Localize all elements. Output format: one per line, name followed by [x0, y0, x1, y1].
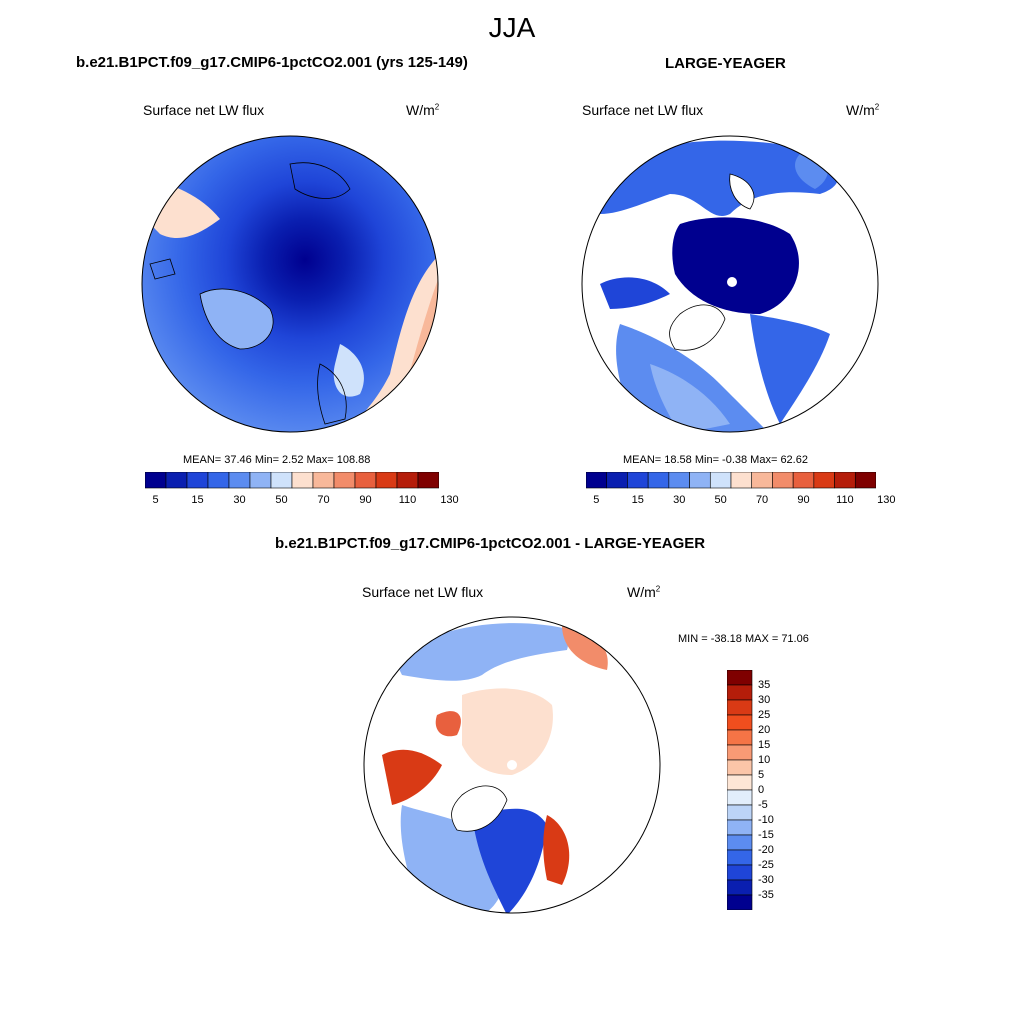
colorbar-label: 110	[398, 494, 417, 506]
colorbar-box	[689, 472, 711, 489]
panel-1-variable: Surface net LW flux	[143, 102, 265, 118]
colorbar-label: 30	[673, 494, 686, 506]
colorbar-label: 10	[758, 754, 771, 766]
colorbar-box	[727, 729, 753, 746]
colorbar-box	[727, 819, 753, 836]
colorbar-box	[727, 804, 753, 821]
colorbar-box	[312, 472, 335, 489]
colorbar-box	[730, 472, 753, 489]
colorbar-label: 15	[191, 494, 204, 506]
colorbar-box	[792, 472, 815, 489]
colorbar-box	[751, 472, 773, 489]
colorbar-label: 15	[758, 739, 771, 751]
panel-3-colorbar-labels: 35 30 25 20 15 10 5 0 -5 -10 -15 -20 -25 -30 -35	[758, 670, 798, 910]
colorbar-box	[727, 714, 753, 731]
colorbar-box	[228, 472, 251, 489]
panel-2-colorbar-labels: 5 15 30 50 70 90 110 130	[586, 494, 895, 508]
colorbar-label: 130	[877, 494, 896, 506]
panel-2-variable: Surface net LW flux	[582, 102, 704, 118]
colorbar-box	[647, 472, 670, 489]
colorbar-box	[727, 744, 753, 761]
colorbar-label: 25	[758, 709, 771, 721]
panel-1-units: W/m2	[406, 102, 440, 118]
colorbar-label: 30	[233, 494, 246, 506]
colorbar-box	[727, 849, 753, 866]
colorbar-label: 50	[714, 494, 727, 506]
colorbar-box	[709, 472, 732, 489]
colorbar-label: 0	[758, 784, 765, 796]
colorbar-box	[727, 894, 753, 910]
colorbar-box	[354, 472, 377, 489]
colorbar-box	[834, 472, 856, 489]
panel-1-map	[141, 135, 439, 433]
colorbar-box	[727, 879, 753, 896]
colorbar-box	[375, 472, 398, 489]
colorbar-box	[333, 472, 356, 489]
panel-3-colorbar	[727, 670, 753, 910]
panel-2-title: LARGE-YEAGER	[665, 55, 786, 72]
colorbar-label: 30	[758, 694, 771, 706]
colorbar-box	[727, 774, 753, 791]
colorbar-box	[186, 472, 209, 489]
colorbar-label: 90	[359, 494, 372, 506]
panel-1-stats: MEAN= 37.46 Min= 2.52 Max= 108.88	[183, 454, 371, 466]
colorbar-label: 5	[758, 769, 765, 781]
colorbar-label: -15	[758, 829, 774, 841]
colorbar-label: 50	[275, 494, 288, 506]
panel-2-map	[581, 135, 879, 433]
panel-3-units: W/m2	[627, 584, 661, 600]
colorbar-label: -35	[758, 889, 774, 901]
colorbar-box	[854, 472, 876, 489]
colorbar-box	[291, 472, 314, 489]
panel-2-colorbar	[586, 472, 876, 489]
colorbar-box	[727, 684, 753, 701]
colorbar-box	[813, 472, 835, 489]
colorbar-box	[145, 472, 167, 489]
colorbar-label: -20	[758, 844, 774, 856]
main-title: JJA	[488, 12, 536, 43]
colorbar-box	[627, 472, 649, 489]
colorbar-box	[249, 472, 272, 489]
colorbar-box	[727, 789, 753, 806]
colorbar-box	[727, 699, 753, 716]
panel-3-title: b.e21.B1PCT.f09_g17.CMIP6-1pctCO2.001 - …	[275, 535, 706, 552]
colorbar-label: -10	[758, 814, 774, 826]
panel-2-stats: MEAN= 18.58 Min= -0.38 Max= 62.62	[623, 454, 808, 466]
colorbar-box	[606, 472, 628, 489]
panel-3-stats: MIN = -38.18 MAX = 71.06	[678, 633, 809, 645]
panel-3-map	[363, 616, 661, 914]
panel-1-title: b.e21.B1PCT.f09_g17.CMIP6-1pctCO2.001 (y…	[76, 54, 468, 71]
colorbar-box	[165, 472, 188, 489]
colorbar-box	[727, 834, 753, 851]
colorbar-box	[668, 472, 690, 489]
colorbar-label: 35	[758, 679, 771, 691]
colorbar-box	[727, 759, 753, 776]
colorbar-box	[586, 472, 608, 489]
colorbar-label: 15	[631, 494, 644, 506]
colorbar-label: 90	[797, 494, 810, 506]
colorbar-label: 5	[152, 494, 159, 506]
colorbar-label: -25	[758, 859, 774, 871]
colorbar-box	[207, 472, 230, 489]
colorbar-label: -5	[758, 799, 768, 811]
colorbar-label: 110	[836, 494, 854, 506]
colorbar-label: 70	[317, 494, 330, 506]
colorbar-label: 70	[755, 494, 769, 506]
panel-1-colorbar	[145, 472, 439, 489]
colorbar-label: -30	[758, 874, 774, 886]
panel-3-variable: Surface net LW flux	[362, 584, 484, 600]
panel-1-colorbar-labels: 5 15 30 50 70 90 110 130	[145, 494, 458, 508]
colorbar-box	[772, 472, 794, 489]
colorbar-label: 20	[758, 724, 771, 736]
colorbar-label: 5	[593, 494, 600, 506]
colorbar-box	[727, 670, 753, 686]
colorbar-box	[396, 472, 419, 489]
colorbar-box	[727, 864, 753, 881]
colorbar-box	[270, 472, 293, 489]
colorbar-box	[417, 472, 439, 489]
panel-2-units: W/m2	[846, 102, 880, 118]
colorbar-label: 130	[440, 494, 459, 506]
